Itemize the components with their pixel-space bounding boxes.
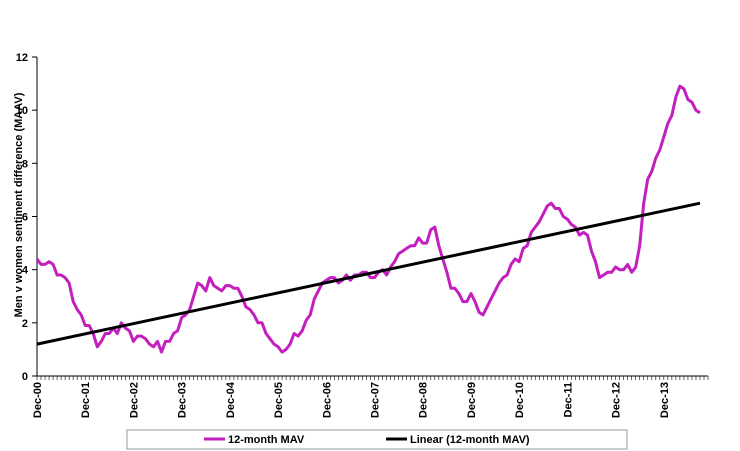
x-tick-label: Dec-12 — [611, 382, 623, 418]
x-tick-label: Dec-02 — [128, 382, 140, 418]
x-tick-label: Dec-10 — [514, 382, 526, 418]
x-tick-label: Dec-13 — [659, 382, 671, 418]
y-tick-label: 2 — [22, 318, 28, 330]
x-tick-label: Dec-01 — [80, 382, 92, 418]
x-tick-label: Dec-11 — [562, 382, 574, 417]
series-line-12-month-mav — [35, 84, 701, 354]
x-tick-label: Dec-04 — [225, 381, 237, 418]
x-axis-ticks: Dec-00 Dec-01 Dec-02 Dec-03 Dec-04 Dec-05 Dec-… — [32, 376, 709, 418]
y-tick-label: 0 — [22, 371, 28, 383]
series-layer — [35, 84, 701, 354]
x-tick-label: Dec-03 — [177, 382, 189, 418]
x-tick-label: Dec-00 — [32, 382, 44, 418]
legend-label-linear-trend: Linear (12-month MAV) — [410, 434, 530, 446]
y-tick-label: 8 — [22, 158, 28, 170]
legend-label-12-month-mav: 12-month MAV — [228, 434, 305, 446]
x-tick-label: Dec-05 — [273, 382, 285, 418]
series-line-linear-trend — [36, 201, 701, 346]
y-axis-ticks: 0 2 4 6 8 10 12 — [16, 52, 37, 383]
x-tick-label: Dec-06 — [321, 382, 333, 418]
legend-box — [126, 429, 628, 450]
y-tick-label: 12 — [16, 52, 28, 64]
x-tick-label: Dec-09 — [466, 382, 478, 418]
plot-axes — [36, 57, 708, 377]
y-tick-label: 6 — [22, 212, 28, 224]
legend: 12-month MAV Linear (12-month MAV) — [126, 429, 628, 450]
x-tick-label: Dec-08 — [418, 382, 430, 418]
x-tick-label: Dec-07 — [370, 382, 382, 418]
y-axis-title: Men v women sentiment difference (MAAV) — [13, 92, 25, 317]
y-tick-label: 10 — [16, 105, 28, 117]
y-tick-label: 4 — [22, 265, 29, 277]
